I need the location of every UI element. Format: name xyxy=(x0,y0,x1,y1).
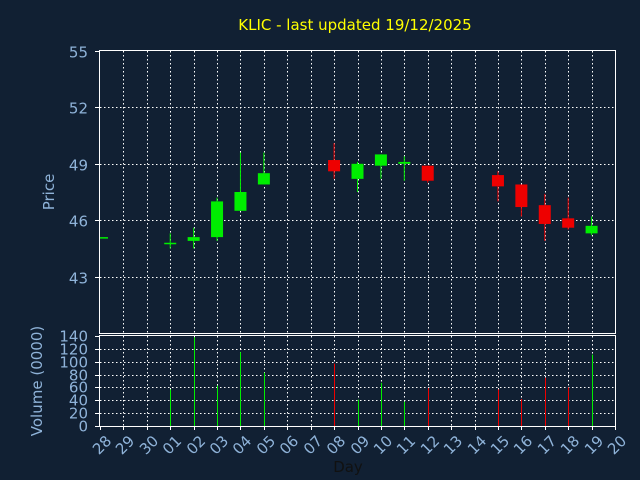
price-tick-label: 52 xyxy=(69,100,88,118)
candle-body xyxy=(585,225,598,234)
volume-tick-label: 20 xyxy=(69,405,88,423)
candle xyxy=(398,156,411,181)
price-panel-frame xyxy=(99,50,616,334)
volume-tick-label: 100 xyxy=(59,354,88,372)
candle-body xyxy=(374,154,387,166)
candle xyxy=(515,184,528,217)
candle-body xyxy=(538,205,551,224)
candle xyxy=(562,197,575,230)
volume-tick-label: 140 xyxy=(59,328,88,346)
price-tick-label: 43 xyxy=(69,270,88,288)
candle xyxy=(328,143,341,179)
volume-tick-label: 0 xyxy=(78,418,88,436)
candles xyxy=(100,143,598,249)
volume-axis-label: Volume (0000) xyxy=(28,326,46,436)
price-tick-label: 46 xyxy=(69,213,88,231)
candle-body xyxy=(421,165,434,181)
candle-body xyxy=(491,175,504,187)
candle-body xyxy=(398,161,411,164)
candle xyxy=(351,161,364,192)
candle-body xyxy=(257,173,270,185)
volume-tick-label: 120 xyxy=(59,341,88,359)
volume-tick-label: 80 xyxy=(69,367,88,385)
candle-body xyxy=(164,242,177,245)
chart-title: KLIC - last updated 19/12/2025 xyxy=(238,16,471,34)
volume-tick-label: 40 xyxy=(69,392,88,410)
candle xyxy=(211,197,224,241)
candle-body xyxy=(211,201,224,238)
candle xyxy=(187,227,200,249)
candle-body xyxy=(100,237,108,239)
candle xyxy=(374,154,387,179)
price-tick-label: 55 xyxy=(69,44,88,62)
x-axis-label: Day xyxy=(333,458,363,476)
candle xyxy=(100,237,108,239)
candle xyxy=(234,152,247,211)
candle-body xyxy=(351,163,364,179)
price-axis-ticks: 43 46 49 52 55 xyxy=(69,44,100,288)
volume-bars xyxy=(170,337,593,426)
volume-tick-label: 60 xyxy=(69,379,88,397)
volume-panel-frame xyxy=(99,335,616,427)
candle-body xyxy=(328,160,341,172)
price-tick-label: 49 xyxy=(69,157,88,175)
candle xyxy=(257,152,270,185)
candle xyxy=(421,165,434,183)
candle xyxy=(491,171,504,202)
candle-body xyxy=(562,218,575,228)
candle xyxy=(538,193,551,241)
candle xyxy=(585,216,598,236)
price-axis-label: Price xyxy=(40,174,58,211)
candle-body xyxy=(234,192,247,211)
candle xyxy=(164,233,177,249)
candle-body xyxy=(515,184,528,208)
candle-body xyxy=(187,237,200,241)
